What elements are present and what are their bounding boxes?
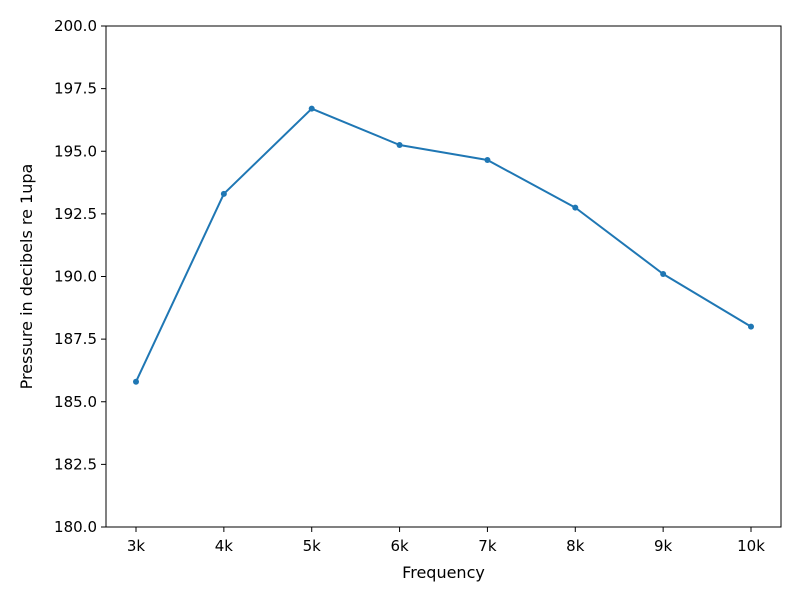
x-tick-label: 7k [478, 537, 497, 555]
x-tick-label: 3k [127, 537, 146, 555]
x-tick-label: 4k [215, 537, 234, 555]
y-tick-label: 187.5 [54, 330, 97, 348]
y-tick-label: 195.0 [54, 142, 97, 160]
y-tick-label: 197.5 [54, 80, 97, 98]
data-point [572, 204, 579, 211]
data-point [660, 270, 667, 277]
x-tick-label: 8k [566, 537, 585, 555]
x-tick-label: 10k [737, 537, 765, 555]
data-point [308, 105, 315, 112]
y-tick-label: 190.0 [54, 268, 97, 286]
x-axis-ticks: 3k 4k 5k 6k 7k 8k 9k 10k [127, 527, 765, 555]
y-tick-label: 192.5 [54, 205, 97, 223]
data-point [133, 378, 139, 385]
x-tick-label: 6k [390, 537, 409, 555]
series-line [135, 107, 752, 383]
y-tick-label: 185.0 [54, 393, 97, 411]
series-layer [133, 105, 754, 385]
x-tick-label: 9k [654, 537, 673, 555]
data-point [220, 190, 227, 197]
y-tick-label: 180.0 [54, 518, 97, 536]
data-point [396, 141, 403, 148]
x-axis-label: Frequency [402, 563, 485, 582]
y-axis-ticks: 180.0 182.5 185.0 187.5 190.0 192.5 195.0 197.5… [54, 17, 106, 536]
data-point [484, 157, 491, 164]
y-tick-label: 182.5 [54, 455, 97, 473]
y-axis-label: Pressure in decibels re 1upa [17, 164, 36, 390]
y-tick-label: 200.0 [54, 17, 97, 35]
plot-area-frame [105, 25, 782, 528]
data-point [748, 323, 754, 330]
x-tick-label: 5k [303, 537, 322, 555]
